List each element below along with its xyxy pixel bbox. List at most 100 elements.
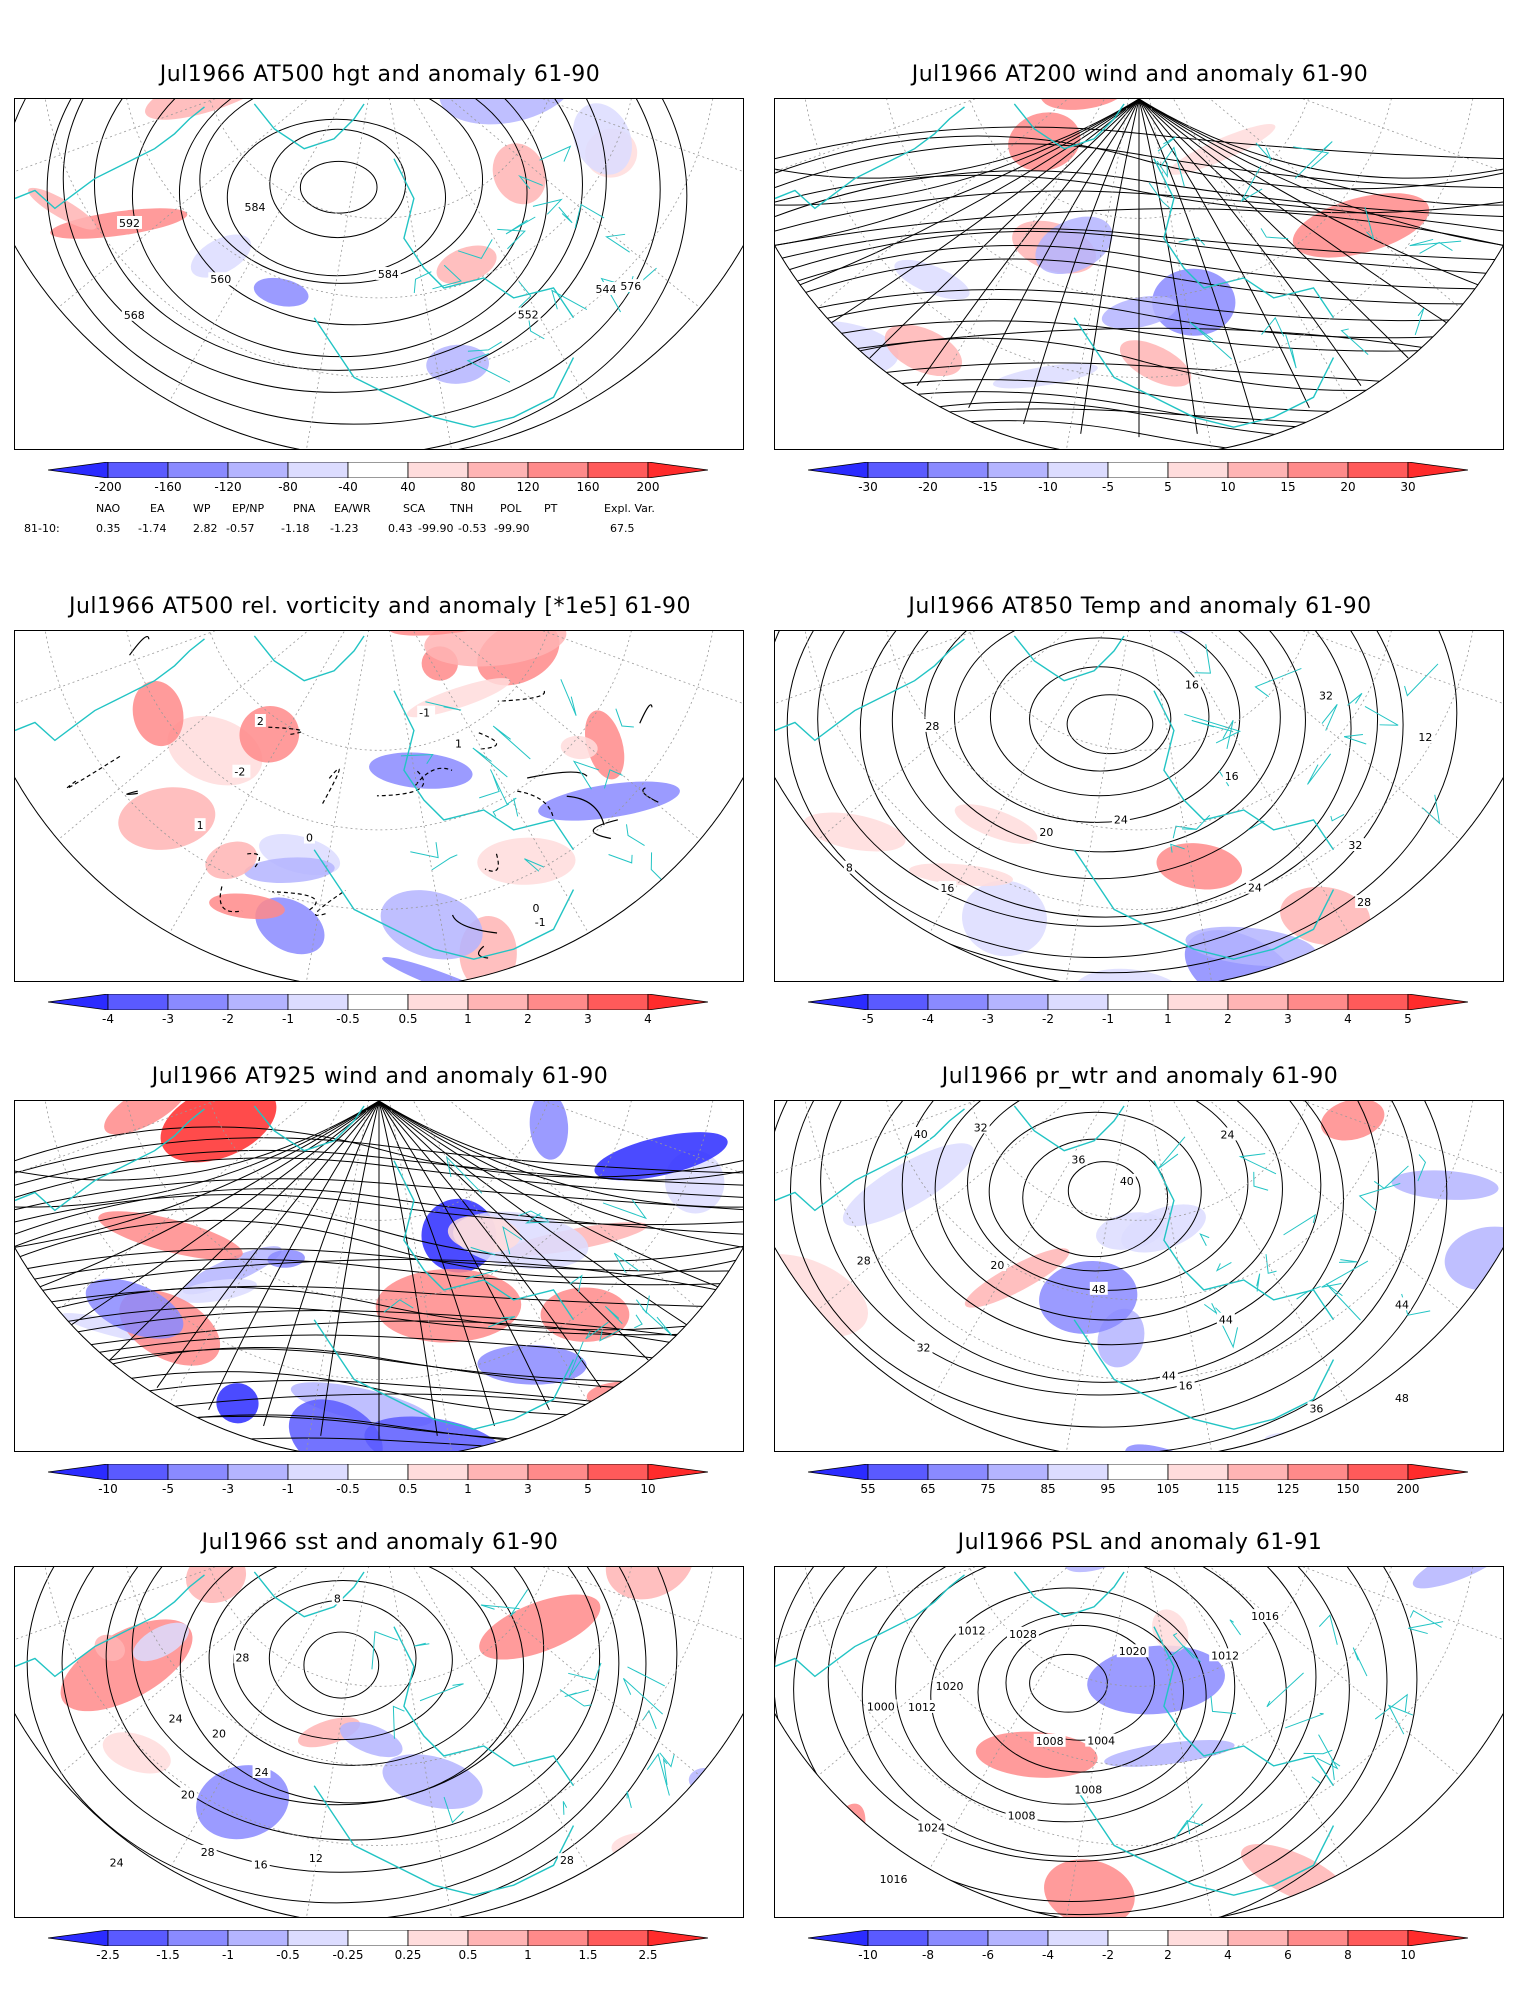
positive-anomaly [884,324,963,377]
positive-anomaly [1320,1101,1385,1141]
colorbar-block [1227,1464,1289,1480]
coast-north-america [775,638,965,742]
border [1364,705,1399,726]
colorbar-block [1047,462,1109,478]
border [489,769,517,805]
meridian [141,99,345,449]
border [1172,1632,1195,1659]
tele-header: EA [150,502,165,515]
contour-label: 32 [917,1342,931,1355]
contour-label: 20 [212,1728,226,1741]
contour-label-bg [303,830,315,844]
border [564,1689,589,1698]
positive-anomaly [185,1567,247,1604]
streamline [378,1101,550,1411]
border [646,1753,670,1796]
streamline [775,99,1140,246]
border [1199,1233,1210,1246]
contour-label-bg [914,1340,933,1354]
colorbar-block [107,462,169,478]
colorbar-tick-label: 2 [1224,1012,1232,1026]
contour-line [977,1611,1185,1773]
meridian [413,1567,617,1917]
colorbar-block [987,1464,1049,1480]
border [1256,1273,1261,1292]
contour-label: 1012 [958,1624,986,1637]
border [1318,1614,1338,1645]
colorbar-block [347,462,409,478]
contour-label-bg [198,1844,217,1858]
contour-label: 24 [1114,814,1128,827]
contour-line [820,1101,1379,1396]
border [502,1226,523,1255]
streamline [968,99,1140,409]
border [1307,753,1332,785]
colorbar-block [587,1930,649,1946]
contour-line [775,631,1458,974]
border [1173,1803,1203,1840]
colorbar-block [987,462,1049,478]
coast-north-america [775,106,965,210]
contour-line [934,1101,1283,1321]
colorbar-block [227,1930,289,1946]
border [1254,667,1302,698]
negative-anomaly [253,277,309,307]
tele-value: 67.5 [610,522,635,535]
colorbar-block [167,1930,229,1946]
border [492,725,531,760]
colorbar-block [287,994,349,1010]
streamline [31,1101,380,1291]
colorbar [48,1930,708,1946]
border [1387,1704,1414,1735]
negative-anomaly [426,344,489,384]
contour-label: -2 [234,766,245,779]
streamline [67,1101,380,1328]
colorbar-arrow-left [808,1464,869,1480]
coastlines [15,635,664,960]
colorbar-tick-label: 1 [464,1482,472,1496]
colorbar-tick-label: 75 [980,1482,996,1496]
latitude-circle [886,631,1392,831]
colorbar-tick-label: -10 [98,1482,118,1496]
contour-label-bg [331,1591,343,1605]
contour-line [592,819,618,840]
border [419,1683,464,1702]
tele-header: WP [193,502,211,515]
meridian [1173,1567,1377,1917]
colorbar-tick-label: 2 [1164,1948,1172,1962]
hemisphere-mask [15,631,743,981]
border [642,1709,657,1730]
border [569,1274,583,1293]
colorbar-arrow-right [647,994,708,1010]
positive-anomaly [964,1248,1070,1308]
meridian [1149,99,1212,449]
contour-label: 32 [1319,690,1333,703]
streamline [1138,99,1362,386]
colorbar-tick-label: 20 [1340,480,1356,494]
colorbar-tick-label: -1 [222,1948,234,1962]
panel-sst: Jul1966 sst and anomaly 61-90 24 28 28 16 12… [0,1530,760,2010]
contour-label: 552 [518,309,539,322]
negative-anomaly [196,1765,289,1840]
contour-label: 40 [914,1128,928,1141]
coast-greenland [253,1571,365,1618]
contour-line [639,704,653,724]
contour-label: 1020 [936,1680,964,1693]
coast-north-america [15,1574,205,1678]
contour-label: 32 [974,1121,988,1134]
tele-header: TNH [450,502,474,515]
colorbar-tick-label: -0.25 [332,1948,364,1962]
border [1311,1776,1321,1784]
colorbar-tick-label: 1.5 [578,1948,598,1962]
border [568,1341,584,1379]
colorbar-block [467,1464,529,1480]
colorbar [48,1464,708,1480]
border [1408,1621,1444,1635]
contour-label-bg [915,1820,948,1834]
border [1358,1182,1401,1212]
contour-label-bg [877,1871,910,1885]
contour-label: -1 [419,707,430,720]
colorbar-block [1167,994,1229,1010]
contour-label-bg [515,307,541,321]
border [560,679,577,716]
